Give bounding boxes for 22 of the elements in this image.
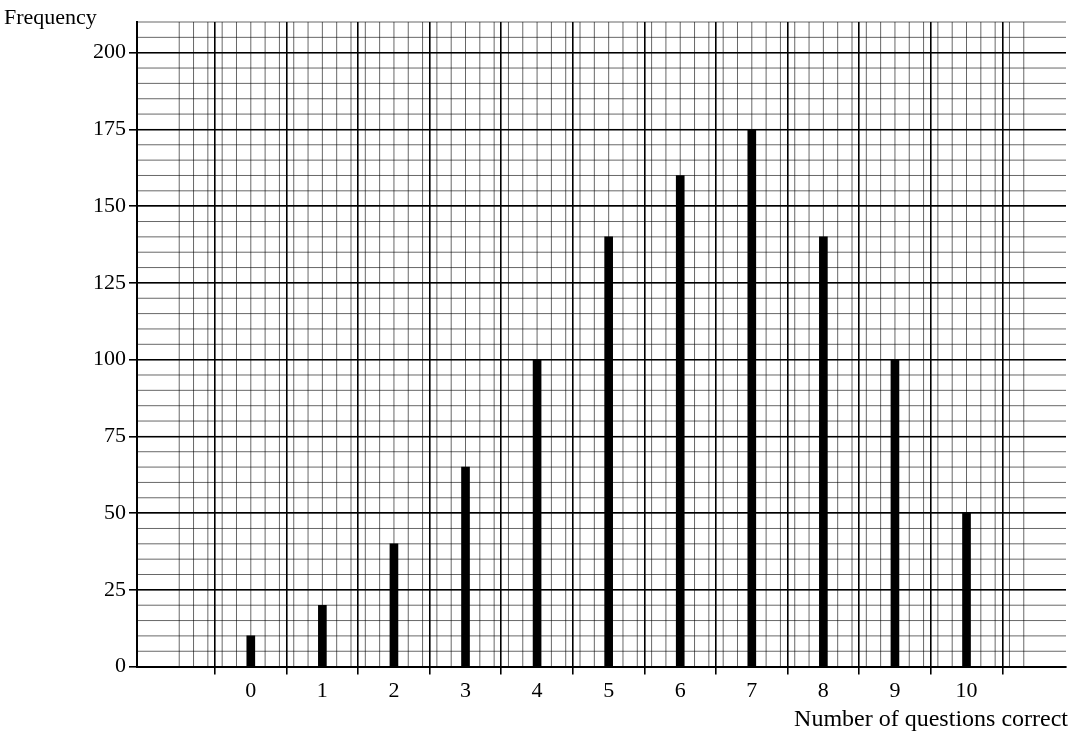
y-tick-label: 50: [104, 498, 126, 524]
y-tick-label: 25: [104, 575, 126, 601]
x-tick-label: 7: [746, 676, 758, 702]
y-tick-label: 75: [104, 422, 126, 448]
y-tick-label: 200: [93, 38, 126, 64]
x-tick-label: 3: [460, 676, 472, 702]
x-axis-title: Number of questions correct: [794, 705, 1068, 732]
y-tick-label: 125: [93, 268, 126, 294]
y-tick-label: 100: [93, 345, 126, 371]
y-tick-label: 0: [115, 652, 126, 678]
y-tick-label: 175: [93, 115, 126, 141]
x-tick-label: 4: [531, 676, 543, 702]
x-tick-label: 0: [245, 676, 257, 702]
x-tick-label: 5: [603, 676, 615, 702]
x-tick-label: 6: [674, 676, 686, 702]
x-tick-label: 1: [316, 676, 328, 702]
x-tick-label: 9: [889, 676, 901, 702]
x-tick-label: 10: [955, 676, 978, 702]
y-tick-label: 150: [93, 191, 126, 217]
x-tick-label: 2: [388, 676, 400, 702]
y-axis-title: Frequency: [4, 4, 97, 30]
x-tick-label: 8: [817, 676, 829, 702]
